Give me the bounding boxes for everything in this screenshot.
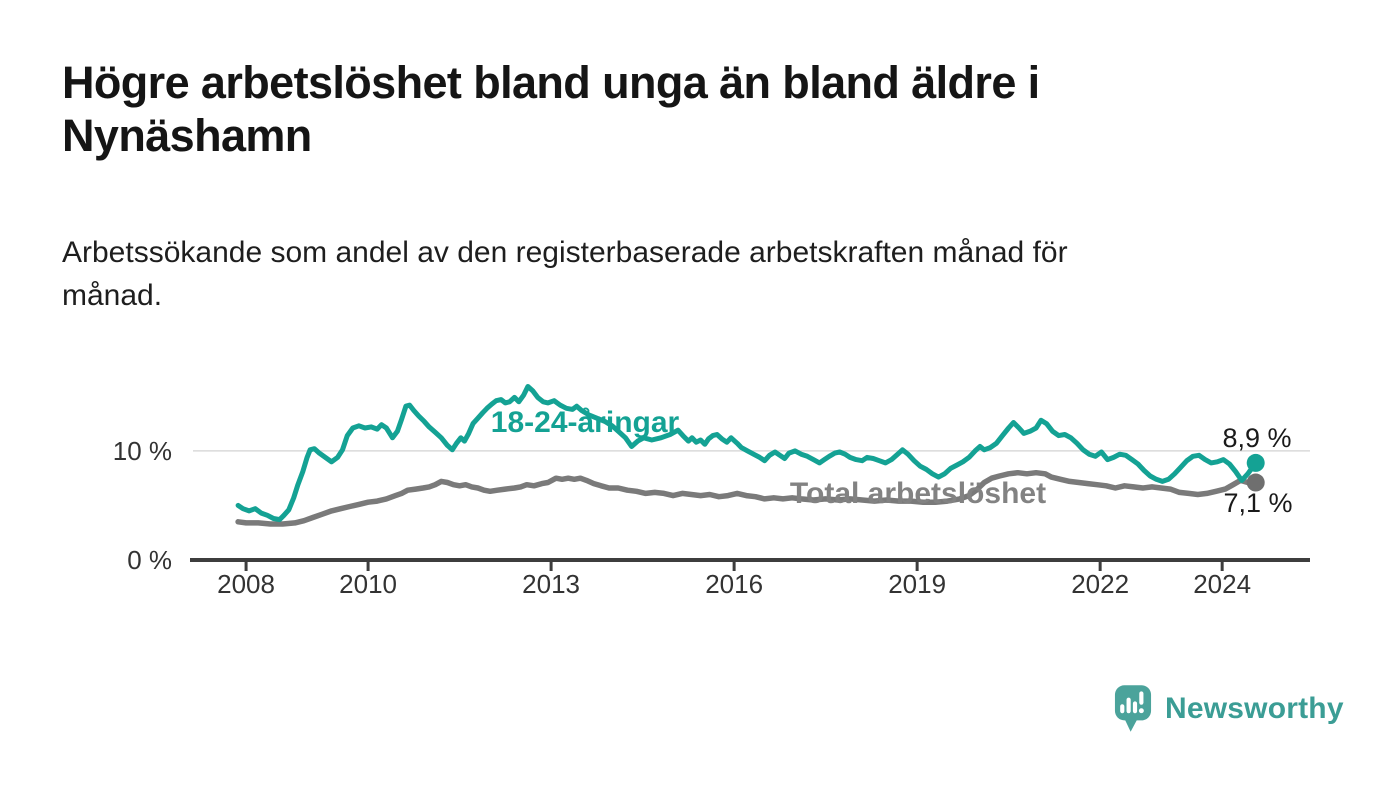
x-tick-label-2024: 2024 (1193, 569, 1251, 599)
x-tick-label-2008: 2008 (217, 569, 275, 599)
page-subtitle-line-1: Arbetssökande som andel av den registerb… (62, 236, 1068, 269)
page-subtitle-line-2: månad. (62, 278, 163, 312)
newsworthy-logo-text: Newsworthy (1165, 692, 1344, 725)
end-dot-Total arbetslöshet (1246, 473, 1265, 492)
x-tick-label-2010: 2010 (339, 569, 397, 599)
page-title-line-1: Högre arbetslöshet bland unga än bland ä… (62, 57, 1040, 108)
x-tick-label-2013: 2013 (522, 569, 580, 599)
x-tick-label-2022: 2022 (1071, 569, 1129, 599)
y-tick-label-10pct: 10 % (113, 436, 172, 466)
newsworthy-bubble-chart-icon (1114, 685, 1152, 732)
page-title-line-2: Nynäshamn (62, 110, 312, 162)
x-tick-label-2019: 2019 (888, 569, 946, 599)
page-title: Högre arbetslöshet bland unga än bland ä… (62, 56, 1212, 162)
end-dot-18-24-åringar (1246, 453, 1265, 472)
series-label-youth: 18-24-åringar (491, 406, 680, 439)
series-label-total: Total arbetslöshet (790, 477, 1046, 510)
x-tick-label-2016: 2016 (705, 569, 763, 599)
y-tick-label-0pct: 0 % (127, 545, 172, 575)
line-18-24-åringar (235, 384, 1259, 523)
end-value-label-total: 7,1 % (1223, 488, 1292, 518)
page-subtitle: Arbetssökande som andel av den registerb… (62, 232, 1282, 317)
line-Total arbetslöshet (235, 469, 1259, 527)
end-value-label-youth: 8,9 % (1222, 423, 1291, 453)
newsworthy-logo[interactable]: Newsworthy (1114, 684, 1344, 734)
